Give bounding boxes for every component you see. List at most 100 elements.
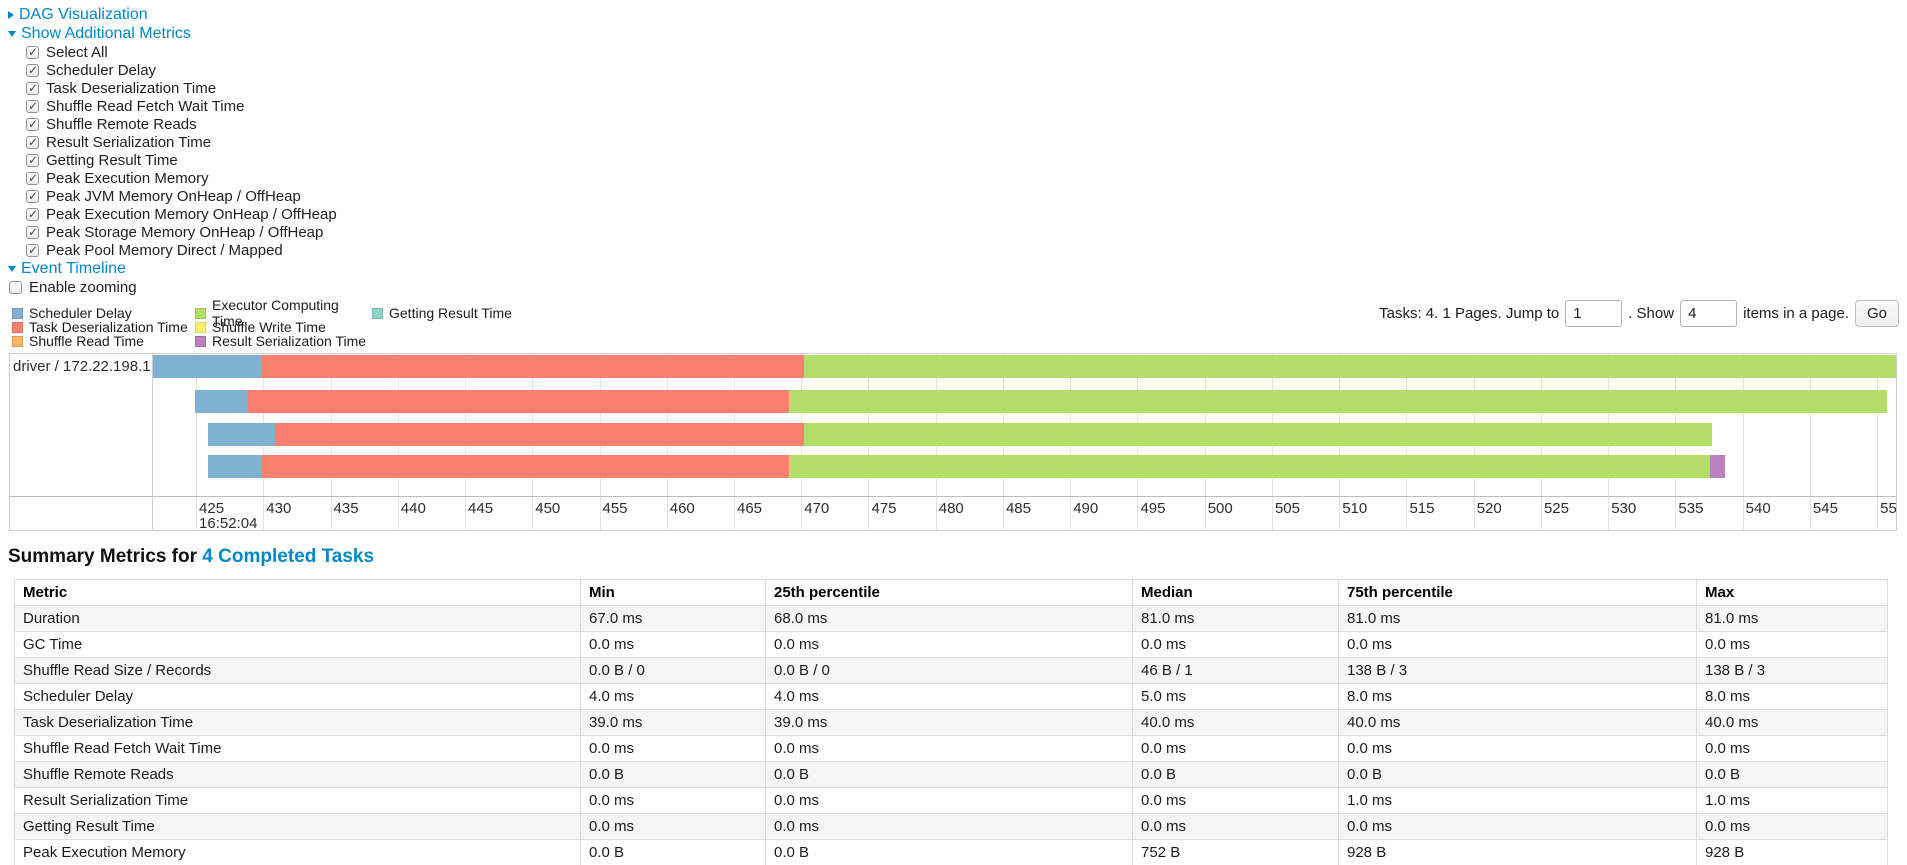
table-row: Peak Execution Memory 0.0 B 0.0 B 752 B 928 … (14, 839, 1888, 865)
label-column-divider (152, 354, 153, 530)
metric-name-cell: Shuffle Remote Reads (14, 761, 581, 788)
column-header: 75th percentile (1338, 579, 1697, 606)
metric-checkbox[interactable] (26, 99, 39, 113)
task-bar-segment-scheduler-delay[interactable] (153, 355, 261, 378)
metric-checkbox[interactable] (26, 135, 39, 149)
go-button[interactable]: Go (1854, 300, 1899, 327)
metric-checkbox-label: Peak Storage Memory OnHeap / OffHeap (46, 223, 324, 241)
metric-value-cell: 0.0 B (1338, 761, 1697, 788)
metric-checkbox[interactable] (26, 171, 39, 185)
task-bar-segment-executor-computing[interactable] (789, 455, 1711, 478)
task-bar-segment-task-deserialization[interactable] (248, 390, 790, 413)
metric-value-cell: 68.0 ms (765, 605, 1133, 632)
legend-item: Scheduler Delay (12, 305, 195, 321)
metric-checkbox[interactable] (26, 117, 39, 131)
metric-checkbox-label: Peak Execution Memory (46, 169, 209, 187)
metric-value-cell: 5.0 ms (1132, 683, 1339, 710)
time-axis-tick-label: 455 (602, 500, 628, 517)
legend-column: Getting Result Time (372, 305, 512, 348)
table-body: Duration 67.0 ms 68.0 ms 81.0 ms 81.0 ms 81.0… (14, 605, 1888, 865)
metric-checkbox-row: Getting Result Time (26, 151, 1907, 169)
metric-checkbox-row: Task Deserialization Time (26, 79, 1907, 97)
show-additional-metrics-label: Show Additional Metrics (21, 24, 191, 42)
metric-name-cell: Peak Execution Memory (14, 839, 581, 865)
legend-item: Shuffle Write Time (195, 319, 372, 335)
metric-value-cell: 0.0 ms (765, 631, 1133, 658)
time-axis-tick-label: 525 (1543, 500, 1569, 517)
timeline-controls-row: Scheduler Delay Task Deserialization Time… (0, 297, 1907, 349)
metric-checkbox[interactable] (26, 243, 39, 257)
legend-swatch-icon (12, 335, 23, 347)
metric-value-cell: 0.0 B (1696, 761, 1888, 788)
column-header: Max (1696, 579, 1888, 606)
metric-name-cell: GC Time (14, 631, 581, 658)
event-timeline-label: Event Timeline (21, 259, 126, 277)
metric-name-cell: Scheduler Delay (14, 683, 581, 710)
task-bar-segment-executor-computing[interactable] (789, 390, 1887, 413)
show-additional-metrics-toggle[interactable]: Show Additional Metrics (8, 24, 191, 43)
metric-checkbox-label: Peak JVM Memory OnHeap / OffHeap (46, 187, 301, 205)
task-bar-segment-result-serialization[interactable] (1710, 455, 1726, 478)
metric-checkbox-row: Shuffle Read Fetch Wait Time (26, 97, 1907, 115)
jump-to-page-input[interactable] (1565, 300, 1623, 327)
time-axis-tick-label: 475 (871, 500, 897, 517)
legend-label: Executor Computing Time (212, 297, 339, 329)
task-bar-segment-scheduler-delay[interactable] (208, 455, 261, 478)
task-bar-segment-task-deserialization[interactable] (275, 423, 804, 446)
metric-value-cell: 0.0 ms (765, 735, 1133, 762)
metric-value-cell: 67.0 ms (580, 605, 766, 632)
table-row: Task Deserialization Time 39.0 ms 39.0 ms 4… (14, 709, 1888, 736)
completed-tasks-link[interactable]: 4 Completed Tasks (202, 546, 375, 567)
time-axis-tick-label: 465 (736, 500, 763, 517)
executor-label: driver / 172.22.198.104 (13, 358, 151, 375)
legend-label: Task Deserialization Time (29, 319, 188, 335)
task-bar-segment-task-deserialization[interactable] (260, 355, 804, 378)
metric-checkbox[interactable] (26, 189, 39, 203)
metric-value-cell: 0.0 ms (1132, 787, 1339, 814)
event-timeline-toggle[interactable]: Event Timeline (8, 259, 126, 278)
metric-value-cell: 0.0 ms (1132, 813, 1339, 840)
time-axis-tick-label: 500 (1207, 500, 1233, 517)
time-axis-tick-label: 450 (535, 500, 561, 517)
metric-value-cell: 46 B / 1 (1132, 657, 1339, 684)
metric-checkbox[interactable] (26, 81, 39, 95)
stage-controls-section: DAG Visualization Show Additional Metric… (0, 0, 1907, 296)
dag-visualization-label: DAG Visualization (19, 5, 148, 23)
dag-visualization-toggle[interactable]: DAG Visualization (8, 5, 148, 24)
metric-checkbox-row: Peak Execution Memory (26, 169, 1907, 187)
task-bar-segment-task-deserialization[interactable] (260, 455, 790, 478)
metric-value-cell: 81.0 ms (1696, 605, 1888, 632)
metric-value-cell: 0.0 ms (1132, 631, 1339, 658)
time-axis-tick-label: 510 (1342, 500, 1368, 517)
items-in-page-text: items in a page. (1743, 305, 1849, 322)
metric-checkbox-row: Result Serialization Time (26, 133, 1907, 151)
metric-value-cell: 81.0 ms (1132, 605, 1339, 632)
metric-value-cell: 0.0 B (580, 839, 766, 865)
metric-checkbox[interactable] (26, 63, 39, 77)
metric-value-cell: 0.0 ms (580, 787, 766, 814)
metric-checkbox[interactable] (26, 207, 39, 221)
time-axis-tick-label: 485 (1005, 500, 1031, 517)
metric-name-cell: Task Deserialization Time (14, 709, 581, 736)
metric-checkbox[interactable] (26, 45, 39, 59)
metric-value-cell: 0.0 ms (580, 735, 766, 762)
metric-value-cell: 0.0 B / 0 (580, 657, 766, 684)
metric-value-cell: 0.0 B (765, 839, 1133, 865)
metric-value-cell: 752 B (1132, 839, 1339, 865)
time-axis-tick-label: 545 (1812, 500, 1838, 517)
items-per-page-input[interactable] (1680, 300, 1738, 327)
legend-item: Task Deserialization Time (12, 319, 195, 335)
metric-checkbox-label: Shuffle Read Fetch Wait Time (46, 97, 245, 115)
metric-checkbox-row: Peak Pool Memory Direct / Mapped (26, 241, 1907, 259)
timeline-plot-area: 425 16:52:04 430 435 440 445 450 455 460 465 470 47… (153, 354, 1896, 530)
time-axis-tick-label: 530 (1611, 500, 1637, 517)
metric-checkbox[interactable] (26, 153, 39, 167)
task-bar-segment-scheduler-delay[interactable] (194, 390, 249, 413)
metric-checkbox[interactable] (26, 225, 39, 239)
enable-zooming-checkbox[interactable] (9, 280, 22, 294)
metric-checkbox-label: Scheduler Delay (46, 61, 157, 79)
task-bar-segment-executor-computing[interactable] (803, 355, 1896, 378)
task-bar-segment-scheduler-delay[interactable] (208, 423, 276, 446)
metric-value-cell: 0.0 ms (1696, 813, 1888, 840)
task-bar-segment-executor-computing[interactable] (803, 423, 1712, 446)
